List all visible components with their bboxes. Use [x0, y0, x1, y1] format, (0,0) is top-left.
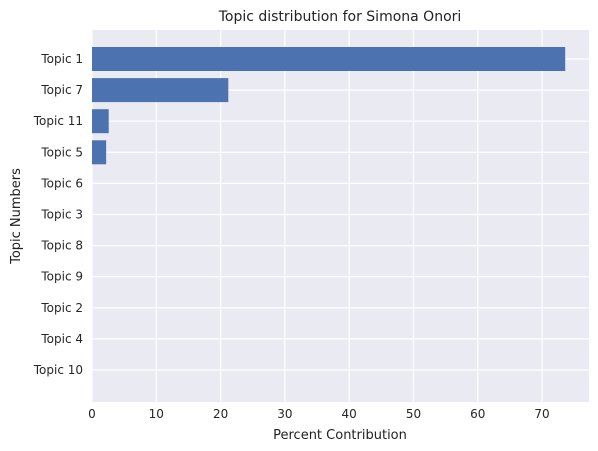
y-tick-label: Topic 8 [40, 239, 83, 253]
y-tick-label: Topic 5 [40, 145, 83, 159]
x-tick-label: 40 [342, 407, 357, 421]
bar [92, 47, 566, 71]
x-tick-label: 10 [149, 407, 164, 421]
y-tick-label: Topic 10 [33, 363, 83, 377]
y-axis-label: Topic Numbers [9, 168, 24, 265]
x-tick-label: 50 [406, 407, 421, 421]
x-tick-label: 20 [213, 407, 228, 421]
y-tick-labels: Topic 1 Topic 7 Topic 11 Topic 5 Topic 6 Topi… [33, 52, 83, 377]
y-tick-label: Topic 3 [40, 208, 83, 222]
x-tick-label: 30 [277, 407, 292, 421]
bar [92, 78, 229, 103]
y-tick-label: Topic 9 [40, 270, 83, 284]
x-tick-label: 0 [88, 407, 96, 421]
bar [92, 109, 109, 134]
y-tick-label: Topic 4 [40, 332, 83, 346]
y-tick-label: Topic 11 [33, 114, 83, 128]
y-tick-label: Topic 6 [40, 176, 83, 190]
y-tick-label: Topic 1 [40, 52, 83, 66]
bar [92, 140, 107, 165]
x-tick-label: 60 [470, 407, 485, 421]
y-tick-label: Topic 7 [40, 83, 83, 97]
x-tick-labels: 0 10 20 30 40 50 60 70 [88, 407, 550, 421]
x-axis-label: Percent Contribution [273, 428, 407, 443]
bars [92, 47, 566, 165]
chart-title: Topic distribution for Simona Onori [218, 9, 462, 25]
x-tick-label: 70 [534, 407, 549, 421]
y-tick-label: Topic 2 [40, 301, 83, 315]
